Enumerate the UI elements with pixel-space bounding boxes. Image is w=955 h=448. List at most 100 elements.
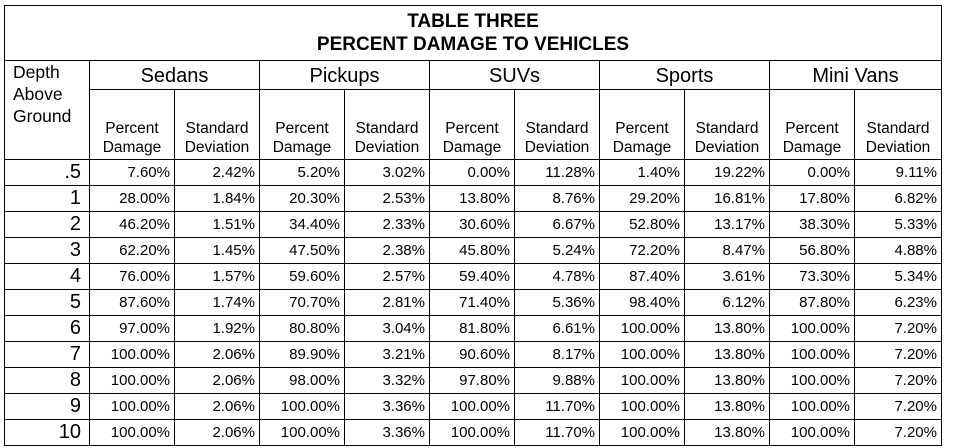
value-cell: 90.60% <box>429 341 515 368</box>
value-cell: 19.22% <box>684 159 770 186</box>
value-cell: 2.06% <box>174 367 260 394</box>
value-cell: 9.88% <box>514 367 600 394</box>
value-cell: 7.20% <box>854 393 942 420</box>
value-cell: 1.57% <box>174 263 260 290</box>
value-cell: 13.80% <box>684 419 770 446</box>
value-cell: 73.30% <box>769 263 855 290</box>
value-cell: 38.30% <box>769 211 855 238</box>
value-cell: 4.88% <box>854 237 942 264</box>
value-cell: 1.84% <box>174 185 260 212</box>
value-cell: 100.00% <box>89 419 175 446</box>
value-cell: 3.61% <box>684 263 770 290</box>
value-cell: 3.36% <box>344 419 430 446</box>
value-cell: 6.82% <box>854 185 942 212</box>
depth-header-line: Depth <box>13 62 60 82</box>
value-cell: 71.40% <box>429 289 515 316</box>
value-cell: 100.00% <box>429 419 515 446</box>
group-header: Mini Vans <box>769 60 942 90</box>
depth-cell: 10 <box>4 419 90 446</box>
value-cell: 8.47% <box>684 237 770 264</box>
depth-header: Depth Above Ground <box>4 60 90 160</box>
depth-cell: 5 <box>4 289 90 316</box>
column-header: Standard Deviation <box>514 89 600 160</box>
value-cell: 97.00% <box>89 315 175 342</box>
value-cell: 2.53% <box>344 185 430 212</box>
value-cell: 6.61% <box>514 315 600 342</box>
value-cell: 47.50% <box>259 237 345 264</box>
value-cell: 62.20% <box>89 237 175 264</box>
column-header: Standard Deviation <box>684 89 770 160</box>
depth-cell: 4 <box>4 263 90 290</box>
column-header: Standard Deviation <box>174 89 260 160</box>
value-cell: 7.20% <box>854 341 942 368</box>
value-cell: 59.40% <box>429 263 515 290</box>
value-cell: 46.20% <box>89 211 175 238</box>
value-cell: 45.80% <box>429 237 515 264</box>
value-cell: 1.45% <box>174 237 260 264</box>
value-cell: 80.80% <box>259 315 345 342</box>
table-row: 10 100.00% 2.06% 100.00% 3.36% 100.00% 11.70% 1… <box>4 419 942 446</box>
depth-header-line: Ground <box>13 106 72 126</box>
value-cell: 87.80% <box>769 289 855 316</box>
value-cell: 11.70% <box>514 393 600 420</box>
value-cell: 100.00% <box>599 341 685 368</box>
value-cell: 17.80% <box>769 185 855 212</box>
column-header: Percent Damage <box>259 89 345 160</box>
value-cell: 100.00% <box>89 367 175 394</box>
value-cell: 100.00% <box>89 393 175 420</box>
value-cell: 13.80% <box>684 315 770 342</box>
value-cell: 13.80% <box>684 393 770 420</box>
value-cell: 13.17% <box>684 211 770 238</box>
value-cell: 1.51% <box>174 211 260 238</box>
value-cell: 81.80% <box>429 315 515 342</box>
value-cell: 34.40% <box>259 211 345 238</box>
value-cell: 100.00% <box>599 393 685 420</box>
column-header: Percent Damage <box>599 89 685 160</box>
table-row: 7 100.00% 2.06% 89.90% 3.21% 90.60% 8.17% 100.0… <box>4 341 942 368</box>
table-row: 2 46.20% 1.51% 34.40% 2.33% 30.60% 6.67% 52.80%… <box>4 211 942 238</box>
table-row: 3 62.20% 1.45% 47.50% 2.38% 45.80% 5.24% 72.20%… <box>4 237 942 264</box>
value-cell: 28.00% <box>89 185 175 212</box>
value-cell: 1.40% <box>599 159 685 186</box>
value-cell: 2.06% <box>174 419 260 446</box>
value-cell: 5.24% <box>514 237 600 264</box>
value-cell: 100.00% <box>89 341 175 368</box>
value-cell: 11.28% <box>514 159 600 186</box>
value-cell: 7.20% <box>854 419 942 446</box>
value-cell: 6.23% <box>854 289 942 316</box>
value-cell: 100.00% <box>769 367 855 394</box>
value-cell: 100.00% <box>769 341 855 368</box>
value-cell: 59.60% <box>259 263 345 290</box>
value-cell: 3.21% <box>344 341 430 368</box>
table-row: 4 76.00% 1.57% 59.60% 2.57% 59.40% 4.78% 87.40%… <box>4 263 942 290</box>
value-cell: 13.80% <box>684 367 770 394</box>
value-cell: 9.11% <box>854 159 942 186</box>
column-header: Percent Damage <box>89 89 175 160</box>
value-cell: 76.00% <box>89 263 175 290</box>
table-subtitle: PERCENT DAMAGE TO VEHICLES <box>316 34 630 55</box>
value-cell: 13.80% <box>429 185 515 212</box>
depth-cell: 8 <box>4 367 90 394</box>
value-cell: 72.20% <box>599 237 685 264</box>
value-cell: 100.00% <box>599 419 685 446</box>
value-cell: 5.34% <box>854 263 942 290</box>
value-cell: 100.00% <box>769 315 855 342</box>
damage-table: TABLE THREE PERCENT DAMAGE TO VEHICLES D… <box>4 5 942 446</box>
value-cell: 3.32% <box>344 367 430 394</box>
value-cell: 20.30% <box>259 185 345 212</box>
depth-header-line: Above <box>13 84 63 104</box>
table-row: 5 87.60% 1.74% 70.70% 2.81% 71.40% 5.36% 98.40%… <box>4 289 942 316</box>
value-cell: 2.57% <box>344 263 430 290</box>
value-cell: 2.06% <box>174 393 260 420</box>
value-cell: 56.80% <box>769 237 855 264</box>
table-row: 1 28.00% 1.84% 20.30% 2.53% 13.80% 8.76% 29.20%… <box>4 185 942 212</box>
value-cell: 3.02% <box>344 159 430 186</box>
value-cell: 87.40% <box>599 263 685 290</box>
value-cell: 52.80% <box>599 211 685 238</box>
value-cell: 2.42% <box>174 159 260 186</box>
value-cell: 8.17% <box>514 341 600 368</box>
depth-cell: 3 <box>4 237 90 264</box>
value-cell: 7.60% <box>89 159 175 186</box>
group-header: Sedans <box>89 60 260 90</box>
value-cell: 100.00% <box>599 315 685 342</box>
